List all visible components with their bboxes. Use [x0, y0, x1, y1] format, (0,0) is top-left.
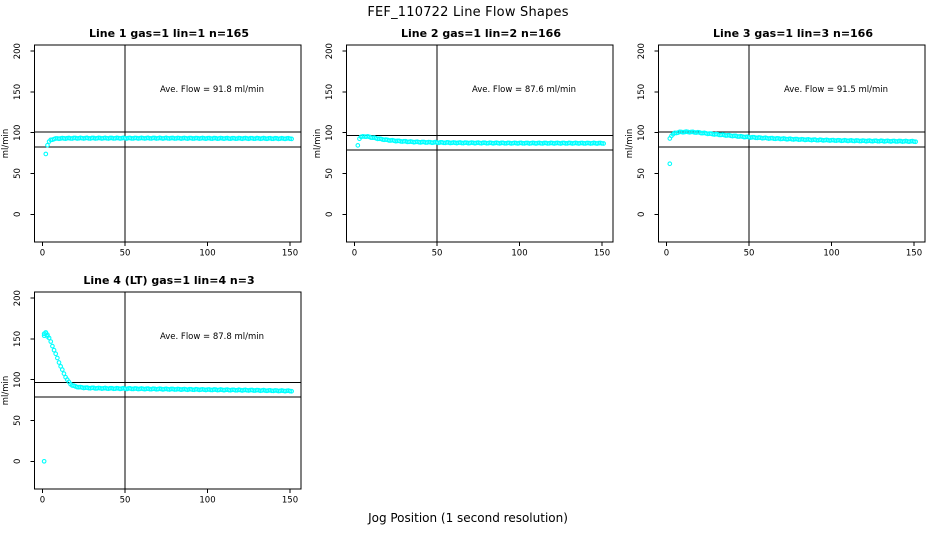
- svg-text:100: 100: [511, 249, 527, 259]
- svg-text:ml/min: ml/min: [1, 129, 11, 159]
- panel-line-3: 0 50 100 150 0 50 100 150 200 ml/min Line 3 gas=1…: [624, 24, 936, 264]
- svg-text:50: 50: [744, 249, 755, 259]
- svg-text:200: 200: [13, 290, 23, 306]
- panel-line-2-ave-flow-annotation: Ave. Flow = 87.6 ml/min: [471, 85, 577, 95]
- svg-text:100: 100: [823, 249, 839, 259]
- svg-text:ml/min: ml/min: [625, 129, 635, 159]
- svg-text:50: 50: [637, 168, 647, 179]
- svg-text:150: 150: [594, 249, 610, 259]
- svg-text:0: 0: [13, 212, 23, 217]
- panel-line-3-plot-area: 0 50 100 150 0 50 100 150 200 ml/min: [625, 43, 926, 259]
- panel-line-2-title: Line 2 gas=1 lin=2 n=166: [400, 27, 561, 40]
- panel-line-3-title: Line 3 gas=1 lin=3 n=166: [712, 27, 873, 40]
- panel-line-1-ave-flow-annotation: Ave. Flow = 91.8 ml/min: [159, 85, 265, 95]
- x-axis-label: Jog Position (1 second resolution): [368, 511, 568, 525]
- svg-text:0: 0: [352, 249, 357, 259]
- svg-text:0: 0: [637, 212, 647, 217]
- svg-text:100: 100: [637, 125, 647, 141]
- svg-text:200: 200: [325, 43, 335, 59]
- panel-line-1-title: Line 1 gas=1 lin=1 n=165: [88, 27, 249, 40]
- svg-text:200: 200: [637, 43, 647, 59]
- svg-text:50: 50: [13, 415, 23, 426]
- svg-text:150: 150: [906, 249, 922, 259]
- svg-text:0: 0: [13, 459, 23, 464]
- panel-line-1-plot-area: 0 50 100 150 0 50 100 150 200 ml/min: [1, 43, 302, 259]
- figure-title: FEF_110722 Line Flow Shapes: [367, 5, 569, 20]
- panel-line-4-plot-area: 0 50 100 150 0 50 100 150 200 ml/min: [1, 290, 302, 506]
- svg-text:50: 50: [432, 249, 443, 259]
- svg-text:50: 50: [13, 168, 23, 179]
- panel-line-1: 0 50 100 150 0 50 100 150 200 ml/min Line 1 gas=1…: [0, 24, 312, 264]
- svg-text:0: 0: [40, 496, 45, 506]
- svg-text:100: 100: [199, 249, 215, 259]
- svg-text:150: 150: [282, 496, 298, 506]
- svg-text:50: 50: [120, 249, 131, 259]
- panel-line-4-ave-flow-annotation: Ave. Flow = 87.8 ml/min: [159, 332, 265, 342]
- panel-line-4: 0 50 100 150 0 50 100 150 200 ml/min Line 4 (LT) …: [0, 271, 312, 511]
- svg-text:50: 50: [120, 496, 131, 506]
- svg-text:0: 0: [325, 212, 335, 217]
- panel-line-3-ave-flow-annotation: Ave. Flow = 91.5 ml/min: [783, 85, 889, 95]
- svg-text:ml/min: ml/min: [1, 376, 11, 406]
- panel-line-2-plot-area: 0 50 100 150 0 50 100 150 200 ml/min: [313, 43, 614, 259]
- svg-text:100: 100: [325, 125, 335, 141]
- svg-text:ml/min: ml/min: [313, 129, 323, 159]
- svg-text:150: 150: [637, 84, 647, 100]
- svg-text:150: 150: [13, 84, 23, 100]
- svg-text:200: 200: [13, 43, 23, 59]
- panel-line-4-title: Line 4 (LT) gas=1 lin=4 n=3: [83, 274, 255, 287]
- svg-text:150: 150: [13, 331, 23, 347]
- svg-text:100: 100: [13, 125, 23, 141]
- panel-line-2: 0 50 100 150 0 50 100 150 200 ml/min Line 2 gas=1…: [312, 24, 624, 264]
- svg-text:50: 50: [325, 168, 335, 179]
- svg-text:150: 150: [325, 84, 335, 100]
- svg-text:150: 150: [282, 249, 298, 259]
- svg-text:0: 0: [664, 249, 669, 259]
- svg-text:100: 100: [13, 372, 23, 388]
- svg-text:100: 100: [199, 496, 215, 506]
- svg-text:0: 0: [40, 249, 45, 259]
